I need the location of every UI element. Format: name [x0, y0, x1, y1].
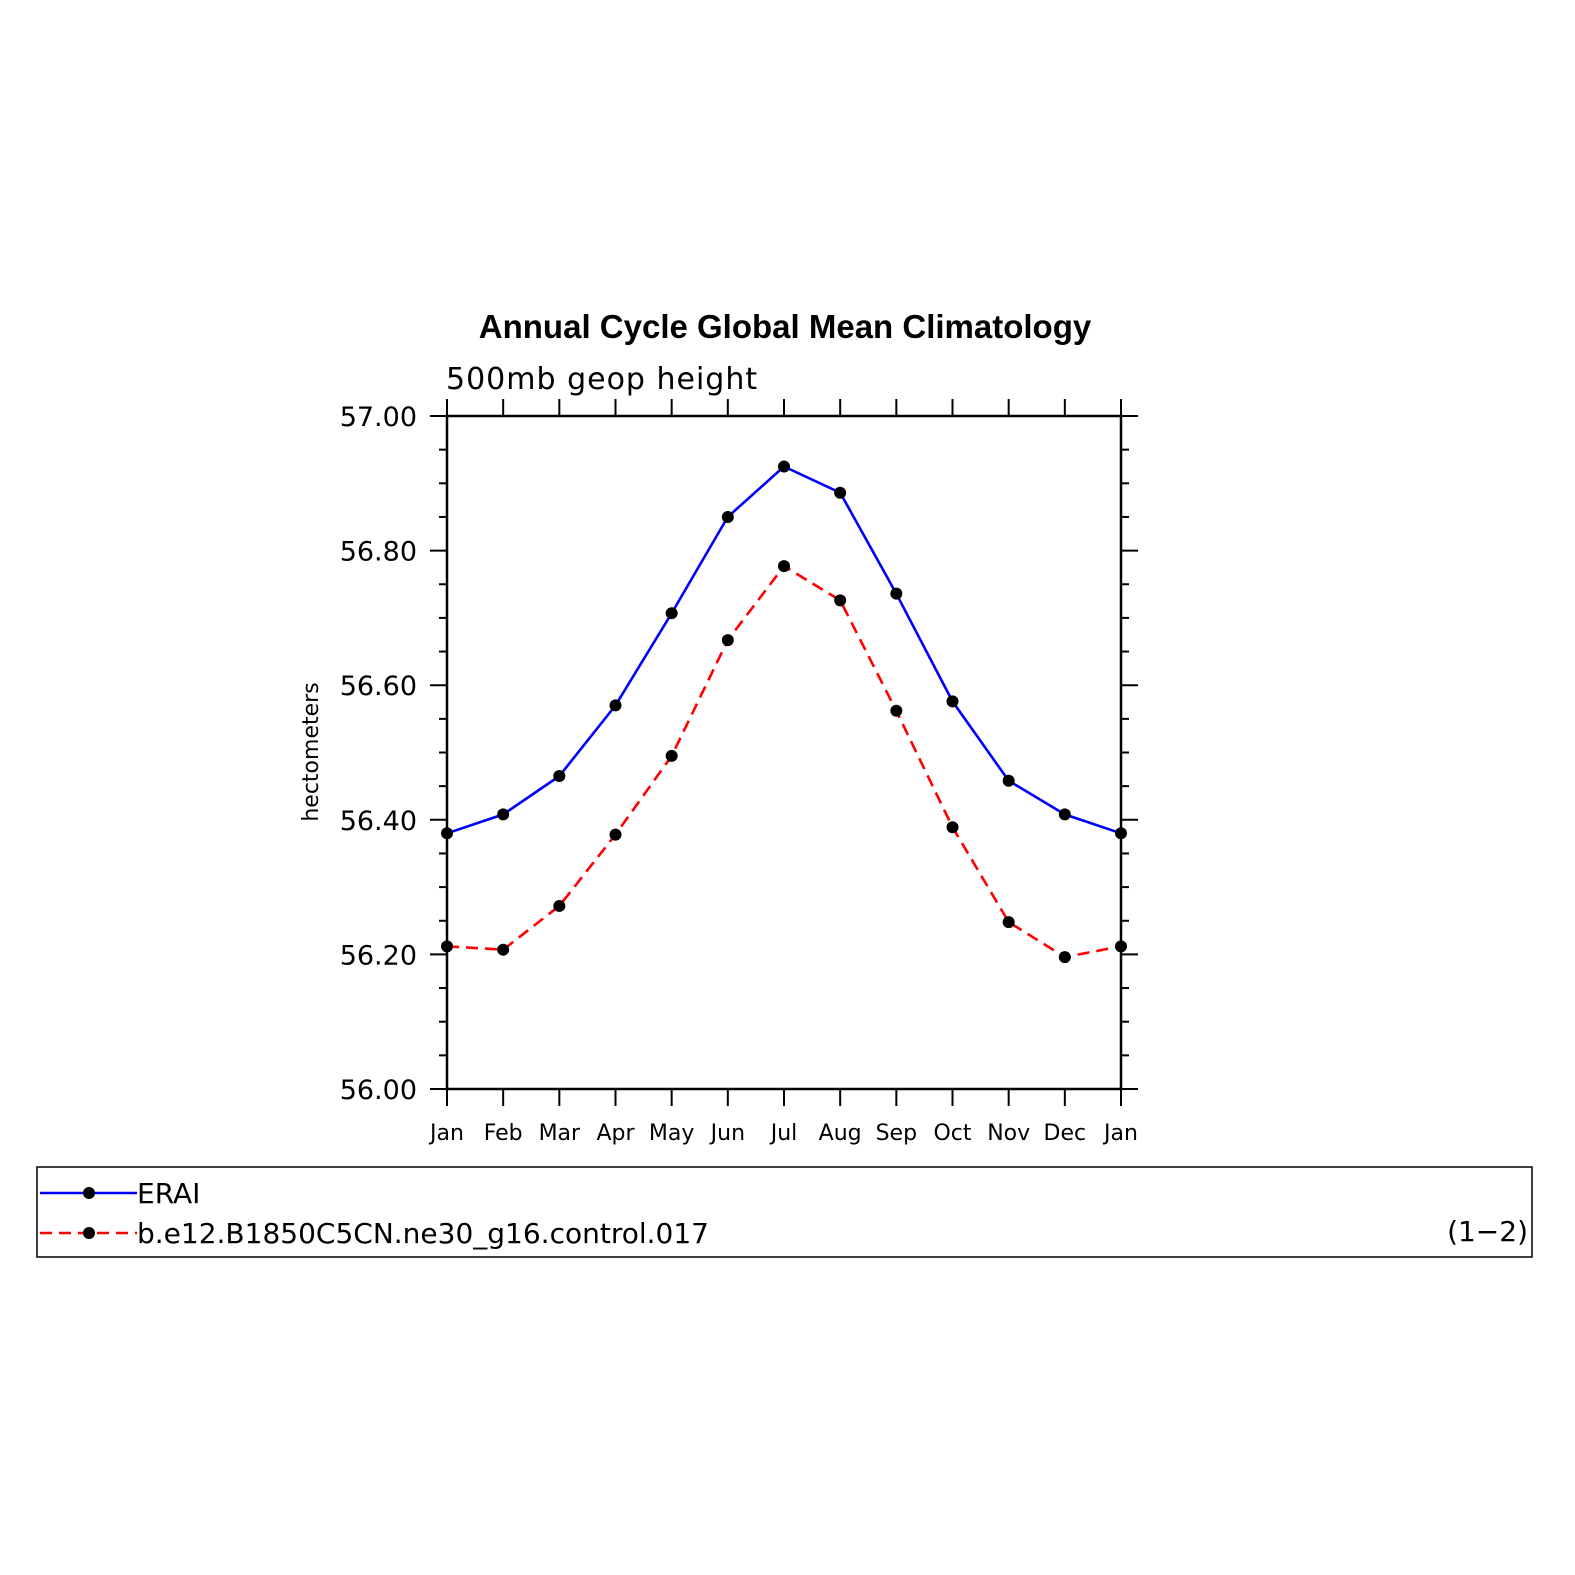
series-2-point — [721, 634, 734, 647]
series-1-point — [609, 699, 622, 712]
series-2-point — [665, 749, 678, 762]
series-2-point — [1002, 916, 1015, 929]
legend-marker-2 — [83, 1227, 95, 1239]
legend-label-1: ERAI — [137, 1177, 200, 1210]
y-tick-label: 56.40 — [340, 806, 417, 837]
legend-items: ERAI b.e12.B1850C5CN.ne30_g16.control.017 — [40, 1177, 709, 1250]
series-1-point — [778, 460, 790, 473]
x-tick-label: Mar — [539, 1121, 581, 1146]
legend: ERAI b.e12.B1850C5CN.ne30_g16.control.017… — [36, 1166, 1533, 1258]
legend-label-2: b.e12.B1850C5CN.ne30_g16.control.017 — [137, 1217, 709, 1250]
x-tick-label: Aug — [819, 1121, 862, 1146]
series-2-point — [1058, 951, 1071, 964]
x-tick-label: Sep — [876, 1121, 917, 1146]
x-tick-label: Jun — [709, 1121, 745, 1146]
x-tick-label: Feb — [484, 1121, 523, 1146]
series-2-point — [834, 594, 847, 607]
axis-ticks — [430, 399, 1138, 1106]
x-tick-label: May — [649, 1121, 694, 1146]
series-layer — [441, 460, 1127, 964]
y-tick-labels: 57.00 56.80 56.60 56.40 56.20 56.00 — [340, 402, 417, 1106]
series-1-point — [497, 808, 510, 821]
series-1-point — [665, 607, 678, 620]
x-tick-label: Jan — [428, 1121, 464, 1146]
series-2-point — [609, 828, 622, 841]
x-tick-label: Jan — [1102, 1121, 1138, 1146]
x-tick-labels: Jan Feb Mar Apr May Jun Jul Aug Sep Oct Nov Dec Jan — [428, 1121, 1138, 1146]
series-1-point — [1058, 808, 1071, 821]
series-2-point — [778, 560, 790, 573]
series-1-point — [834, 486, 847, 499]
y-tick-label: 56.60 — [340, 671, 417, 702]
legend-note: (1−2) — [1447, 1215, 1528, 1248]
series-1-point — [946, 695, 959, 708]
series-2-point — [553, 899, 566, 912]
x-tick-label: Jul — [769, 1121, 798, 1146]
x-tick-label: Oct — [933, 1121, 971, 1146]
series-1-point — [890, 587, 903, 600]
plot-frame — [445, 414, 1123, 1091]
series-line-2 — [446, 564, 1122, 959]
y-tick-label: 57.00 — [340, 402, 417, 433]
chart-subtitle: 500mb geop height — [446, 362, 758, 397]
series-1-point — [1002, 774, 1015, 787]
legend-box — [36, 1166, 1533, 1258]
y-axis-label: hectometers — [299, 682, 324, 821]
x-tick-label: Nov — [987, 1121, 1030, 1146]
series-1-point — [721, 510, 734, 523]
chart-title: Annual Cycle Global Mean Climatology — [479, 308, 1092, 345]
y-tick-label: 56.20 — [340, 940, 417, 971]
y-tick-label: 56.00 — [340, 1075, 417, 1106]
x-tick-label: Apr — [596, 1121, 635, 1146]
series-1-point — [553, 770, 566, 783]
series-2-point — [497, 943, 510, 956]
legend-marker-1 — [83, 1187, 95, 1199]
x-tick-label: Dec — [1044, 1121, 1087, 1146]
series-2-point — [890, 704, 903, 717]
series-line-1 — [446, 464, 1122, 835]
series-2-point — [946, 821, 959, 834]
y-tick-label: 56.80 — [340, 537, 417, 568]
